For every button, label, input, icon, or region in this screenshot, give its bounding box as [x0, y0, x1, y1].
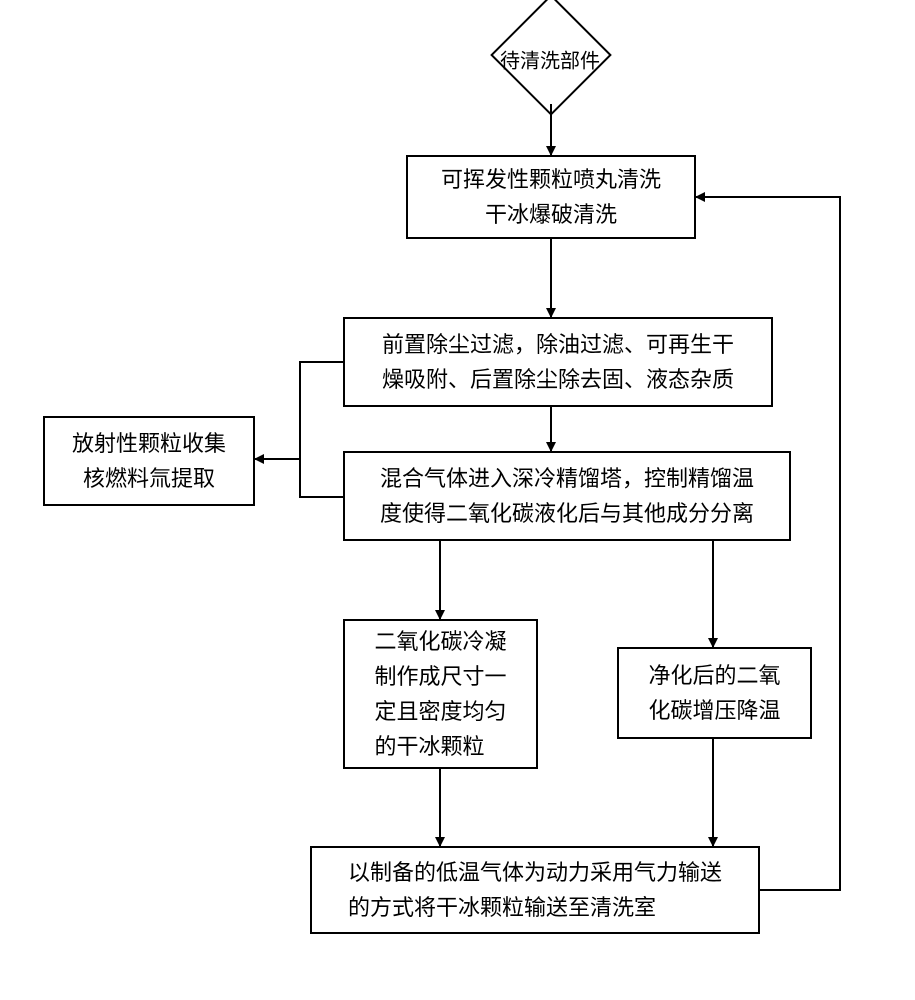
- flow-connectors: [0, 0, 915, 1000]
